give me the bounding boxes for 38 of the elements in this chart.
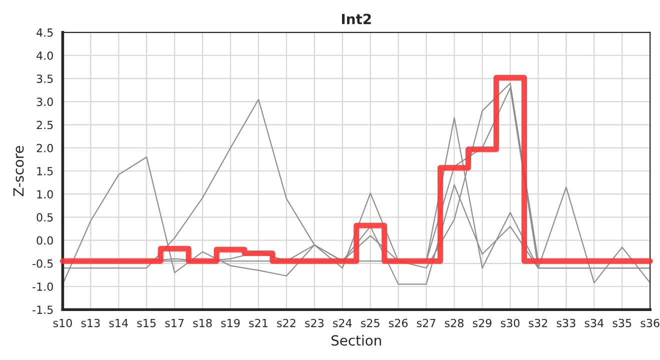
y-tick-label: 4.0 [36,51,53,60]
y-tick-label: 3.5 [36,74,53,83]
y-tick-label: -1.0 [32,282,53,291]
x-tick-label: s17 [165,318,184,328]
x-tick-label: s21 [249,318,268,328]
x-tick-label: s14 [109,318,128,328]
x-tick-label: s27 [416,318,436,328]
x-tick-label: s36 [640,318,660,328]
x-tick-label: s34 [584,318,604,328]
y-tick-label: 1.5 [37,167,53,176]
x-tick-label: s13 [81,318,100,328]
x-tick-label: s10 [53,318,72,328]
x-axis-title: Section [332,334,382,346]
y-tick-label: -0.5 [32,259,53,268]
x-tick-label: s15 [137,318,156,328]
x-tick-label: s22 [277,318,296,328]
y-tick-label: -1.5 [32,306,53,314]
y-tick-label: 0.5 [36,213,53,222]
x-tick-label: s24 [333,318,352,328]
y-tick-label: 2.0 [36,144,53,152]
y-tick-label: 3.0 [36,98,53,106]
x-tick-label: s35 [612,318,632,328]
y-axis-title: Z-score [13,146,24,196]
chart-title: Int2 [342,14,371,24]
x-tick-label: s33 [556,318,576,328]
y-tick-label: 0.0 [36,236,53,245]
y-tick-label: 2.5 [36,120,53,130]
x-tick-label: s25 [361,318,380,328]
y-tick-label: 1.0 [37,190,53,198]
x-tick-label: s26 [388,318,408,328]
x-tick-label: s32 [528,318,548,328]
x-tick-label: s23 [305,318,324,328]
x-tick-label: s29 [472,318,492,328]
x-tick-label: s19 [221,318,240,328]
x-tick-label: s30 [500,318,520,328]
x-tick-label: s28 [444,318,464,328]
y-tick-label: 4.5 [36,28,53,37]
x-tick-label: s18 [193,318,212,328]
